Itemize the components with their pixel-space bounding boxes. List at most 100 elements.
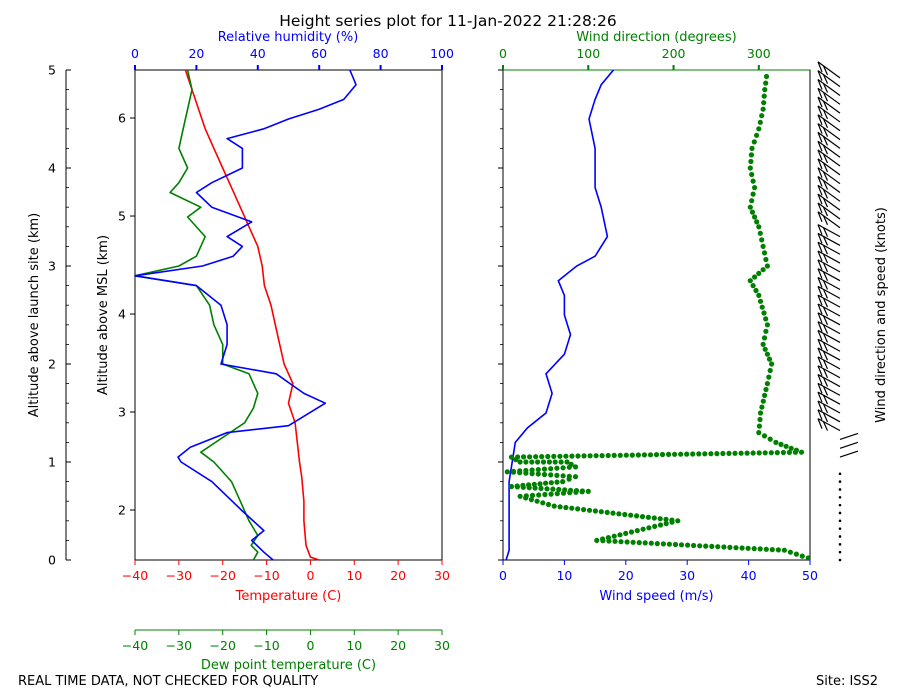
barb-feather [822, 136, 829, 146]
wind-dir-point [763, 73, 770, 80]
wind-speed-tick-label: 20 [618, 568, 634, 583]
barb-feather [822, 215, 829, 226]
wind-dir-point [523, 467, 529, 474]
wind-speed-tick-label: 0 [499, 568, 507, 583]
barb-feather [817, 347, 823, 359]
wind-dir-point [761, 310, 767, 316]
barb-staff [817, 382, 841, 396]
barb-feather [822, 412, 829, 423]
agl-tick-label: 1 [48, 455, 56, 470]
wind-dir-point [750, 191, 756, 197]
barb-feather [817, 330, 823, 341]
barb-staff [817, 224, 841, 238]
barb-feather [822, 197, 829, 208]
quality-disclaimer: REAL TIME DATA, NOT CHECKED FOR QUALITY [18, 674, 319, 689]
wind-dir-point [726, 450, 732, 456]
barb-feather [817, 400, 823, 412]
temperature-tick-label: −30 [166, 568, 192, 583]
wind-dir-point [780, 449, 787, 456]
wind-dir-point [529, 471, 535, 477]
wind-dir-point [551, 453, 557, 459]
barb-feather [817, 123, 823, 134]
wind-dir-dots [504, 73, 810, 560]
barb-feather [817, 70, 823, 81]
wind-dir-point [774, 450, 780, 456]
barb-staff [817, 232, 841, 246]
wind-barb [817, 409, 841, 423]
wind-dir-point [628, 512, 634, 518]
wind-dir-point [564, 459, 570, 465]
barb-feather [817, 224, 823, 235]
barb-staff [817, 329, 841, 343]
wind-speed-tick-label: 30 [679, 568, 695, 583]
barb-feather [822, 403, 829, 414]
thermo-frame [134, 69, 443, 561]
temperature-tick-label: 30 [434, 568, 450, 583]
wind-dir-point [696, 451, 702, 457]
barb-feather [817, 193, 823, 205]
dewpoint-tick-label: −20 [210, 638, 236, 653]
barb-staff [817, 418, 841, 432]
wind-dir-point [575, 453, 581, 459]
barb-feather [822, 109, 829, 120]
wind-dir-point [702, 451, 708, 457]
wind-dir-point [672, 451, 678, 457]
wind-dir-point [653, 452, 660, 458]
wind-dir-point [579, 488, 586, 494]
wind-dir-point [624, 539, 630, 545]
wind-dir-point [759, 237, 765, 243]
barb-feather [822, 236, 829, 246]
barb-staff [817, 78, 841, 96]
barb-staff [817, 158, 841, 176]
wind-barb [817, 78, 841, 96]
barb-staff [817, 374, 841, 388]
barb-staff [817, 96, 841, 114]
barb-feather [822, 244, 829, 255]
dewpoint-tick-label: 10 [346, 638, 362, 653]
wind-dir-point [529, 467, 535, 473]
barb-feather [817, 140, 823, 152]
wind-dir-point [623, 530, 629, 537]
wind-dir-point [617, 532, 623, 538]
barb-staff [839, 432, 859, 441]
barb-feather [817, 365, 823, 376]
barb-staff [817, 268, 841, 282]
wind-dir-point [560, 473, 566, 479]
wind-barb [817, 391, 841, 405]
wind-barb [817, 87, 841, 105]
wind-barb [817, 224, 841, 238]
wind-dir-point [690, 451, 696, 457]
wind-dir-point [618, 539, 624, 545]
wind-dir-point [581, 453, 587, 459]
agl-tick-label: 2 [48, 357, 56, 372]
agl-tick-label: 4 [48, 161, 56, 176]
wind-dir-point [720, 450, 726, 457]
wind-dir-point [763, 256, 769, 263]
wind-barb [817, 167, 841, 185]
wind-dir-point [714, 451, 720, 457]
wind-dir-point [769, 361, 775, 367]
barb-staff [817, 303, 841, 317]
wind-barb [817, 158, 841, 176]
wind-barb [817, 312, 841, 326]
wind-barb [817, 321, 841, 335]
wind-dir-point [563, 453, 569, 459]
wind-dir-point [639, 514, 646, 520]
wind-barb [817, 140, 841, 158]
barb-feather [822, 386, 829, 396]
wind-dir-point [504, 469, 510, 475]
wind-dir-point [560, 479, 566, 485]
wind-barbs: Wind direction and speed (knots) [817, 61, 889, 562]
wind-dir-point [752, 185, 758, 191]
barb-feather [817, 176, 823, 187]
wind-dir-point [554, 479, 560, 485]
wind-barb [817, 202, 841, 220]
wind-dir-point [767, 436, 773, 442]
wind-dir-point [657, 522, 664, 528]
dewpoint-tick-label: 0 [306, 638, 314, 653]
wind-dir-point [517, 468, 523, 474]
wind-barb [817, 184, 841, 202]
barb-staff [817, 167, 841, 185]
wind-dir-point [543, 480, 549, 486]
dewpoint-tick-label: 20 [390, 638, 406, 653]
